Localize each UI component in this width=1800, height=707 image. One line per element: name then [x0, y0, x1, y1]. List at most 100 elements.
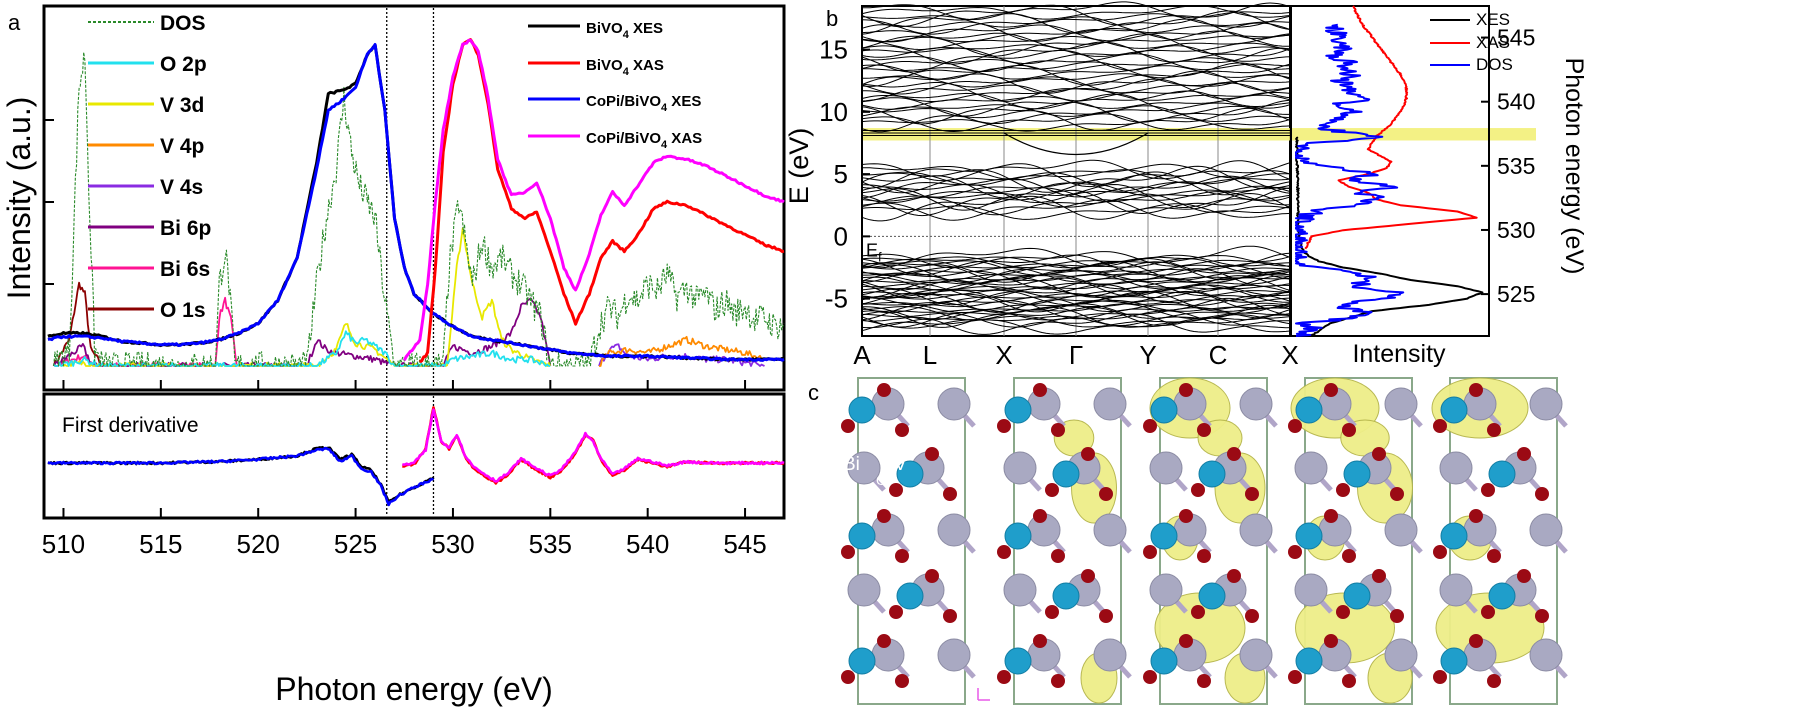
- b-ytick-label-1: 0: [834, 221, 848, 251]
- crystal-cell-0: [841, 377, 976, 705]
- crystal-cell-4: [1431, 377, 1568, 705]
- crystal-cell-1: [997, 377, 1132, 705]
- o-atom: [1487, 549, 1501, 563]
- bi-atom: [1149, 573, 1183, 607]
- svg-text:XAS: XAS: [1476, 33, 1510, 52]
- v-atom: [848, 647, 876, 675]
- legend-left-item-4: V 4s: [88, 176, 203, 199]
- band-line-70: [861, 82, 1291, 103]
- o-atom: [1045, 483, 1059, 497]
- o-atom: [1469, 509, 1483, 523]
- o-atom: [1051, 549, 1065, 563]
- legend-right-item-2: CoPi/BiVO4 XES: [528, 93, 701, 114]
- br-ytick-label-1: 530: [1497, 217, 1535, 243]
- o-atom: [1535, 609, 1549, 623]
- o-atom: [1197, 549, 1211, 563]
- bi-atom: [1239, 638, 1273, 672]
- v-atom: [1440, 522, 1468, 550]
- o-atom: [1197, 423, 1211, 437]
- o-atom: [1081, 447, 1095, 461]
- legend-left-item-5: Bi 6p: [88, 217, 211, 240]
- o-atom: [1324, 634, 1338, 648]
- o-atom: [943, 609, 957, 623]
- bi-atom: [1529, 638, 1563, 672]
- v-atom: [1004, 522, 1032, 550]
- band-line-34: [861, 307, 1291, 321]
- bi-atom: [1439, 573, 1473, 607]
- band-line-16: [862, 277, 1291, 291]
- v-atom: [1295, 647, 1323, 675]
- v-atom: [1004, 396, 1032, 424]
- band-line-38: [861, 306, 1291, 328]
- panel-b-bands: -5 0 5 10 15 A L X Γ Y C X Ef: [819, 1, 1536, 370]
- band-line-22: [861, 284, 1291, 306]
- o-atom: [1336, 483, 1350, 497]
- svg-text:DOS: DOS: [1476, 55, 1513, 74]
- derivative-title: First derivative: [62, 414, 199, 437]
- svg-text:V 3d: V 3d: [160, 94, 204, 117]
- o-atom: [1517, 447, 1531, 461]
- v-atom: [1343, 582, 1371, 610]
- band-line-76: [862, 65, 1291, 80]
- legend-left-item-1: O 2p: [88, 53, 207, 76]
- o-atom: [1143, 545, 1157, 559]
- v-atom: [896, 460, 924, 488]
- v-atom: [1150, 647, 1178, 675]
- o-atom: [1324, 509, 1338, 523]
- panel-b-right-ylabel: Photon energy (eV): [1560, 58, 1588, 275]
- o-atom: [1045, 605, 1059, 619]
- bi-atom: [1093, 638, 1127, 672]
- band-line-90: [861, 15, 1291, 35]
- band-line-93: [861, 2, 1291, 28]
- band-line-24: [861, 290, 1291, 313]
- v-atom: [1052, 582, 1080, 610]
- o-atom: [1227, 569, 1241, 583]
- bi-atom: [1003, 451, 1037, 485]
- svg-text:BiVO4 XES: BiVO4 XES: [586, 20, 663, 41]
- b-ytick-label-4: 15: [819, 35, 848, 65]
- br-ytick-label-0: 525: [1497, 281, 1535, 307]
- panel-a-xlabel: Photon energy (eV): [275, 671, 553, 707]
- kpoint-label-0: A: [853, 340, 871, 370]
- o-atom: [925, 447, 939, 461]
- kpoint-label-5: C: [1209, 340, 1228, 370]
- legend-right-item-0: BiVO4 XES: [528, 20, 663, 41]
- panel-a-top-ticks: [44, 119, 747, 390]
- o-atom: [889, 483, 903, 497]
- panel-b-spectra: 525 530 535 540 545 XES XAS DOS: [1290, 5, 1535, 337]
- band-line-43: [861, 199, 1291, 221]
- band-line-2: [861, 245, 1291, 269]
- highlight-rect: [863, 128, 1536, 141]
- bi-atom: [937, 387, 971, 421]
- panel-label-a: a: [8, 10, 21, 35]
- o-atom: [1179, 634, 1193, 648]
- band-line-39: [861, 317, 1291, 335]
- crystal-cell-2: [1143, 377, 1278, 705]
- o-atom: [1336, 605, 1350, 619]
- o-atom: [1517, 569, 1531, 583]
- o-atom: [895, 674, 909, 688]
- panel-a-legend-right: BiVO4 XES BiVO4 XAS CoPi/BiVO4 XES CoPi/…: [528, 20, 702, 151]
- band-line-75: [861, 62, 1291, 87]
- o-atom: [1390, 609, 1404, 623]
- a-xtick-label-2: 520: [237, 529, 280, 559]
- o-atom: [1245, 487, 1259, 501]
- band-line-23: [861, 284, 1291, 299]
- legend-right-item-1: BiVO4 XAS: [528, 57, 664, 78]
- o-atom: [1481, 483, 1495, 497]
- panel-a-bottom-ticks: 510 515 520 525 530 535 540 545: [42, 508, 767, 559]
- band-line-79: [861, 53, 1291, 72]
- band-line-42: [861, 203, 1291, 220]
- band-line-72: [861, 74, 1291, 95]
- band-line-50: [861, 181, 1291, 204]
- o-atom: [895, 549, 909, 563]
- band-line-57: [861, 160, 1291, 189]
- legend-left-item-2: V 3d: [88, 94, 204, 117]
- band-line-61: [861, 113, 1291, 133]
- b-ytick-label-3: 10: [819, 97, 848, 127]
- o-atom: [1469, 634, 1483, 648]
- spectrum-dos: [1295, 23, 1405, 337]
- o-atom: [1033, 383, 1047, 397]
- series-dos: [53, 51, 785, 367]
- o-atom: [1288, 545, 1302, 559]
